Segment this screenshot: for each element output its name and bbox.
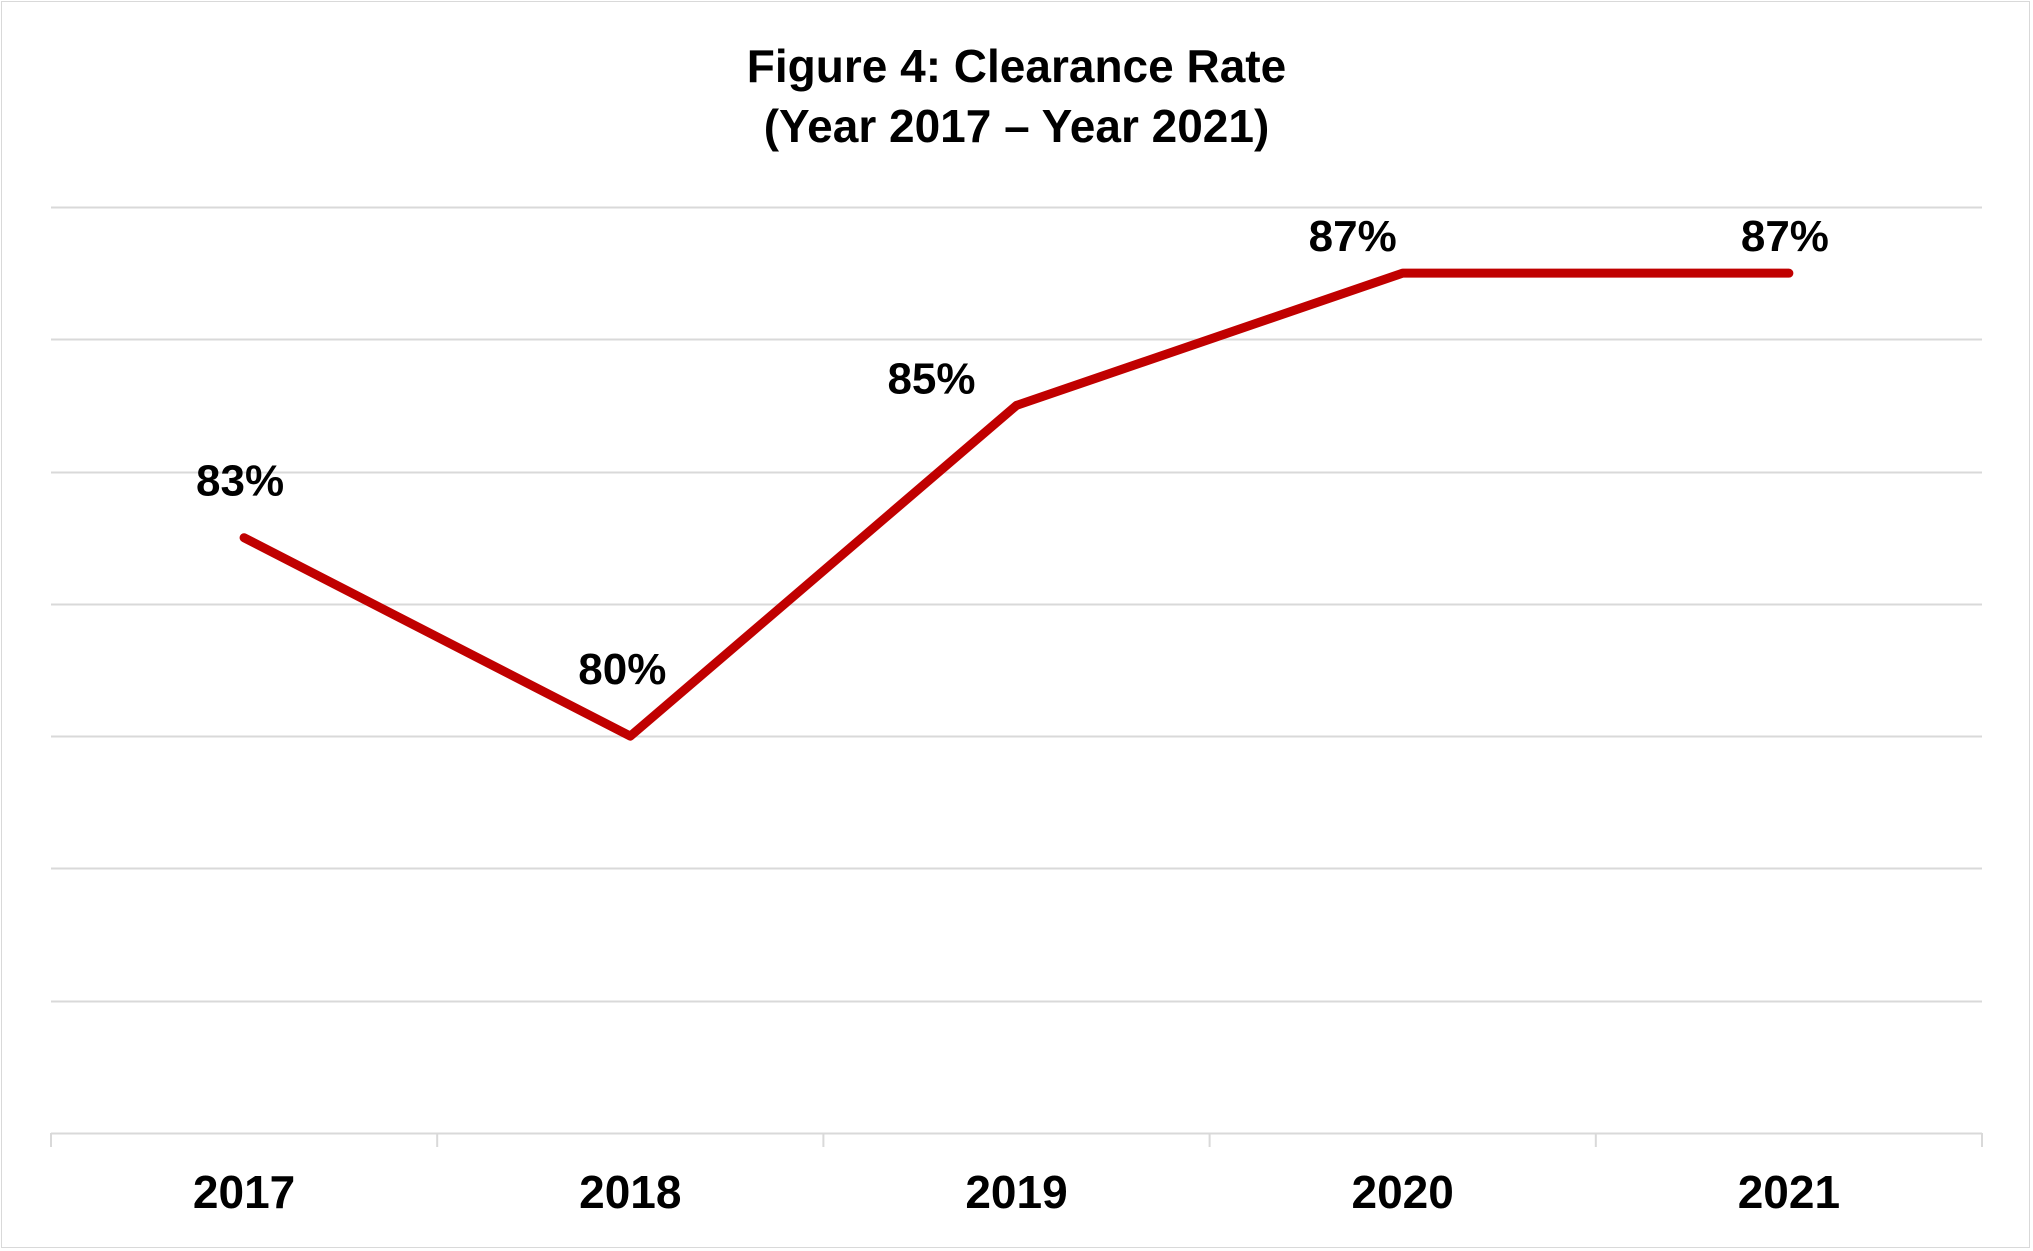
series-line bbox=[239, 268, 1794, 741]
x-tick-label: 2018 bbox=[579, 1166, 681, 1218]
x-axis bbox=[50, 1132, 1983, 1147]
series-layer bbox=[239, 268, 1794, 741]
data-label: 87% bbox=[1741, 212, 1829, 261]
gridlines bbox=[51, 206, 1982, 1003]
data-label: 80% bbox=[578, 645, 666, 694]
data-labels: 83% 80% 85% 87% 87% bbox=[196, 212, 1829, 694]
x-tick-label: 2019 bbox=[965, 1166, 1067, 1218]
x-tick-label: 2017 bbox=[193, 1166, 295, 1218]
chart-title: Figure 4: Clearance Rate bbox=[746, 40, 1287, 92]
x-tick-label: 2021 bbox=[1738, 1166, 1840, 1218]
x-tick-label: 2020 bbox=[1352, 1166, 1454, 1218]
x-tick-labels: 2017 2018 2019 2020 2021 bbox=[193, 1166, 1840, 1218]
data-label: 87% bbox=[1309, 212, 1397, 261]
data-label: 83% bbox=[196, 457, 284, 506]
data-label: 85% bbox=[887, 354, 975, 403]
chart-subtitle: (Year 2017 – Year 2021) bbox=[763, 100, 1270, 152]
chart-title-block: Figure 4: Clearance Rate (Year 2017 – Ye… bbox=[0, 36, 2033, 156]
